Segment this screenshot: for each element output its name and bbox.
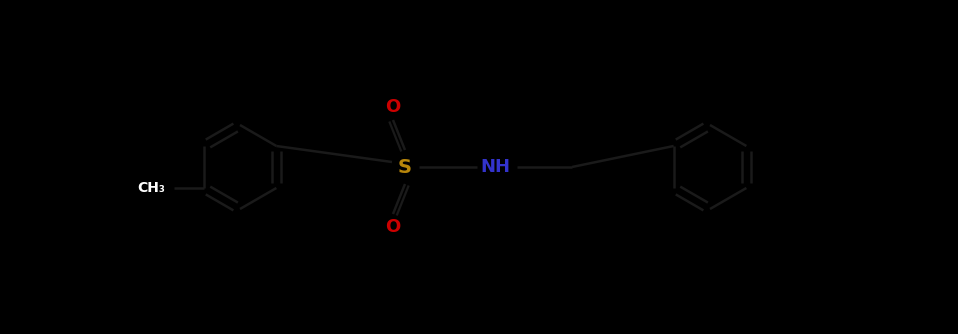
Text: O: O bbox=[385, 98, 400, 116]
Text: CH₃: CH₃ bbox=[137, 181, 165, 195]
Text: O: O bbox=[385, 218, 400, 236]
Text: S: S bbox=[398, 158, 412, 176]
Text: NH: NH bbox=[480, 158, 510, 176]
